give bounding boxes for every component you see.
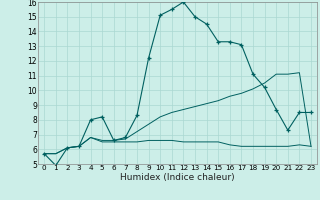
X-axis label: Humidex (Indice chaleur): Humidex (Indice chaleur): [120, 173, 235, 182]
